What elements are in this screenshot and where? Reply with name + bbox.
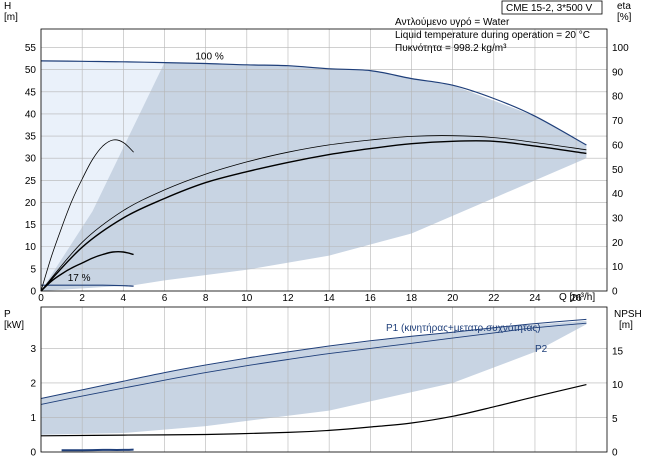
y-right-tick-label: 20 (612, 238, 624, 249)
x-tick-label: 6 (162, 293, 168, 304)
y-right-tick-label-bottom: 0 (612, 448, 618, 459)
top-grid (40, 29, 607, 292)
y-left-tick-label: 25 (25, 176, 37, 187)
info-density: Πυκνότητα = 998.2 kg/m³ (395, 42, 507, 54)
x-tick-label: 10 (241, 293, 253, 304)
y-left-tick-label: 50 (25, 65, 37, 76)
y-left-tick-label-bottom: 2 (30, 378, 36, 389)
x-tick-label: 26 (571, 293, 583, 304)
y-left-tick-label-bottom: 0 (30, 448, 36, 459)
y-left-label-top: H (4, 1, 11, 12)
operating-area-top (41, 60, 587, 292)
y-right-tick-label: 90 (612, 67, 624, 78)
curve-head-min-speed (41, 284, 134, 287)
y-right-tick-label: 100 (612, 43, 629, 54)
operating-area-bottom (41, 320, 587, 435)
x-tick-label: 8 (203, 293, 209, 304)
x-tick-label: 24 (529, 293, 541, 304)
annotation-100-percent: 100 % (195, 52, 223, 63)
curve-efficiency-pump (40, 135, 587, 292)
x-tick-label: 4 (121, 293, 127, 304)
x-axis-label: Q [m³/h] (559, 292, 595, 303)
y-right-tick-label-bottom: 15 (612, 346, 624, 357)
y-right-unit-bottom: [m] (619, 320, 633, 331)
y-right-tick-label: 70 (612, 116, 624, 127)
top-operating-region (41, 60, 587, 292)
curve-head-max-speed (40, 60, 587, 146)
y-left-tick-label: 15 (25, 220, 37, 231)
y-right-label-top: eta (617, 1, 631, 12)
curve-p1 (40, 318, 587, 399)
x-tick-label: 16 (365, 293, 377, 304)
curve-power-min (61, 448, 134, 452)
curve-npsh (40, 384, 587, 437)
x-tick-label: 20 (447, 293, 459, 304)
y-left-tick-label: 40 (25, 109, 37, 120)
y-right-tick-label-bottom: 5 (612, 414, 618, 425)
y-left-tick-label: 55 (25, 43, 37, 54)
curve-efficiency-min (40, 139, 134, 292)
y-right-label-bottom: NPSH (614, 309, 642, 320)
y-right-tick-label: 50 (612, 165, 624, 176)
y-left-tick-label: 5 (30, 264, 36, 275)
bottom-grid (40, 307, 607, 453)
y-right-tick-label: 10 (612, 262, 624, 273)
legend-p2: P2 (535, 344, 548, 355)
y-right-tick-label: 60 (612, 140, 624, 151)
y-left-tick-label: 35 (25, 132, 37, 143)
annotation-17-percent: 17 % (68, 273, 91, 284)
bottom-operating-region (41, 320, 587, 435)
bottom-plot-frame (40, 306, 608, 453)
y-right-tick-label: 0 (612, 287, 618, 298)
top-curves (40, 60, 587, 292)
x-tick-label: 18 (406, 293, 418, 304)
y-right-unit-top: [%] (617, 12, 632, 23)
x-tick-label: 2 (79, 293, 85, 304)
x-tick-label: 0 (38, 293, 44, 304)
curve-p2 (40, 322, 587, 405)
y-right-tick-label-bottom: 10 (612, 380, 624, 391)
legend-p1: P1 (κινητήρας+μετατρ.συχνότητας) (386, 322, 541, 334)
low-speed-area-top (41, 60, 165, 292)
y-right-tick-label: 40 (612, 189, 624, 200)
title-box-text: CME 15-2, 3*500 V (506, 3, 592, 14)
y-left-tick-label: 20 (25, 198, 37, 209)
x-tick-label: 14 (324, 293, 336, 304)
title-box: CME 15-2, 3*500 V (501, 0, 603, 15)
y-right-tick-label: 80 (612, 92, 624, 103)
x-tick-label: 12 (282, 293, 294, 304)
info-fluid: Αντλούμενο υγρό = Water (395, 16, 510, 28)
y-left-tick-label: 30 (25, 154, 37, 165)
y-left-unit-top: [m] (4, 12, 18, 23)
y-left-tick-label: 45 (25, 87, 37, 98)
y-left-unit-bottom: [kW] (4, 320, 24, 331)
bottom-axis-ticks: 0 1 2 3 0 5 10 15 (30, 344, 623, 459)
y-left-tick-label-bottom: 1 (30, 413, 36, 424)
top-plot-frame (40, 28, 608, 292)
x-tick-label: 22 (488, 293, 500, 304)
y-right-tick-label: 30 (612, 213, 624, 224)
info-temperature: Liquid temperature during operation = 20… (395, 30, 590, 41)
curve-efficiency-partial (40, 251, 134, 292)
curve-efficiency-max (40, 140, 587, 292)
y-left-tick-label-bottom: 3 (30, 344, 36, 355)
bottom-curves (40, 318, 587, 452)
y-left-tick-label: 10 (25, 242, 37, 253)
y-left-tick-label: 0 (30, 287, 36, 298)
y-left-label-bottom: P (4, 309, 11, 320)
